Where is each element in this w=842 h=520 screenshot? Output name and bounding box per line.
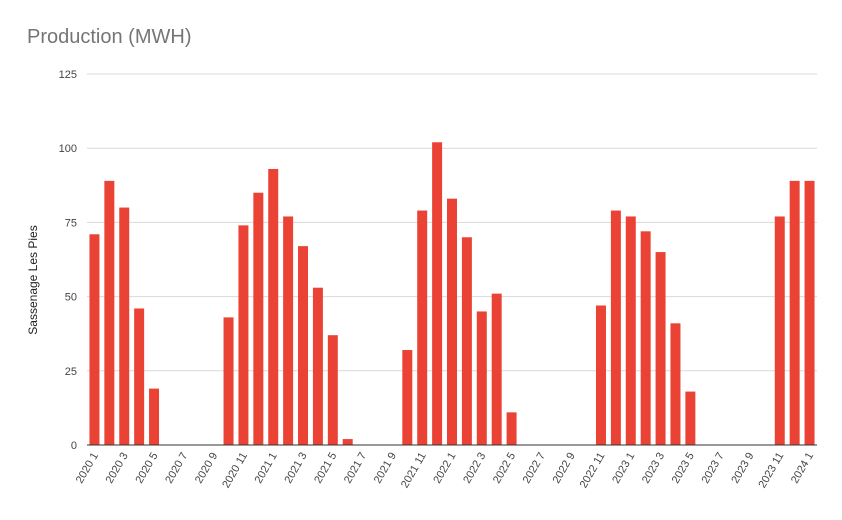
x-tick-label: 2021 3 (282, 451, 309, 486)
x-tick-label: 2023 11 (756, 451, 786, 491)
x-tick-label: 2023 5 (670, 451, 697, 486)
bar (447, 198, 457, 445)
y-tick-label: 0 (71, 440, 77, 452)
y-tick-label: 100 (59, 143, 77, 155)
bar (149, 388, 160, 445)
y-tick-label: 75 (65, 217, 77, 229)
x-tick-label: 2022 5 (491, 451, 518, 486)
x-tick-label: 2020 3 (104, 451, 131, 486)
x-tick-label: 2022 1 (431, 451, 458, 486)
y-tick-label: 25 (65, 366, 77, 378)
x-tick-label: 2021 5 (312, 451, 339, 486)
bar (625, 216, 636, 445)
y-tick-labels: 0 25 50 75 100 125 (59, 69, 77, 452)
bar (476, 311, 487, 445)
bar (610, 210, 621, 445)
bar (491, 293, 502, 445)
bar (670, 323, 681, 445)
x-tick-label: 2023 9 (729, 451, 756, 486)
bar (89, 234, 100, 445)
y-tick-label: 50 (65, 292, 77, 304)
x-tick-label: 2021 1 (253, 451, 280, 486)
bar (223, 317, 234, 445)
bar (342, 439, 353, 445)
chart-title: Production (MWH) (27, 26, 192, 48)
bar (685, 391, 696, 445)
bar (804, 180, 815, 445)
x-tick-label: 2022 7 (521, 451, 548, 486)
bar (119, 207, 130, 445)
x-tick-labels: 2020 1 2020 3 2020 5 2020 7 2020 9 2020 11 202… (74, 450, 816, 490)
x-tick-label: 2021 11 (399, 451, 429, 491)
x-tick-label: 2020 9 (193, 451, 220, 486)
bar (432, 142, 443, 445)
x-tick-label: 2020 11 (220, 451, 250, 491)
x-tick-label: 2024 1 (789, 451, 816, 486)
bar (253, 192, 264, 445)
bar (104, 180, 115, 445)
bar (417, 210, 428, 445)
x-tick-label: 2020 1 (74, 451, 101, 486)
x-tick-label: 2021 7 (342, 451, 369, 486)
x-tick-label: 2022 11 (578, 451, 608, 491)
bar (595, 305, 606, 445)
x-tick-label: 2020 5 (133, 451, 160, 486)
y-tick-label: 125 (59, 69, 77, 81)
bar (298, 246, 309, 445)
x-tick-label: 2022 9 (551, 451, 578, 486)
bars (89, 142, 815, 445)
bar (774, 216, 785, 445)
bar (789, 180, 800, 445)
x-tick-label: 2023 1 (610, 451, 637, 486)
x-tick-label: 2023 3 (640, 451, 667, 486)
bar (312, 287, 323, 445)
x-tick-label: 2022 3 (461, 450, 488, 485)
bar (655, 252, 666, 445)
bar (402, 350, 413, 445)
bar (238, 225, 249, 445)
bar (640, 231, 651, 445)
bar (327, 335, 338, 445)
bar (134, 308, 145, 445)
bar (283, 216, 294, 445)
x-tick-label: 2020 7 (163, 451, 190, 486)
x-tick-label: 2021 9 (372, 451, 399, 486)
bar (506, 412, 517, 445)
x-tick-label: 2023 7 (700, 451, 727, 486)
bar (461, 237, 472, 445)
bar (268, 168, 279, 445)
